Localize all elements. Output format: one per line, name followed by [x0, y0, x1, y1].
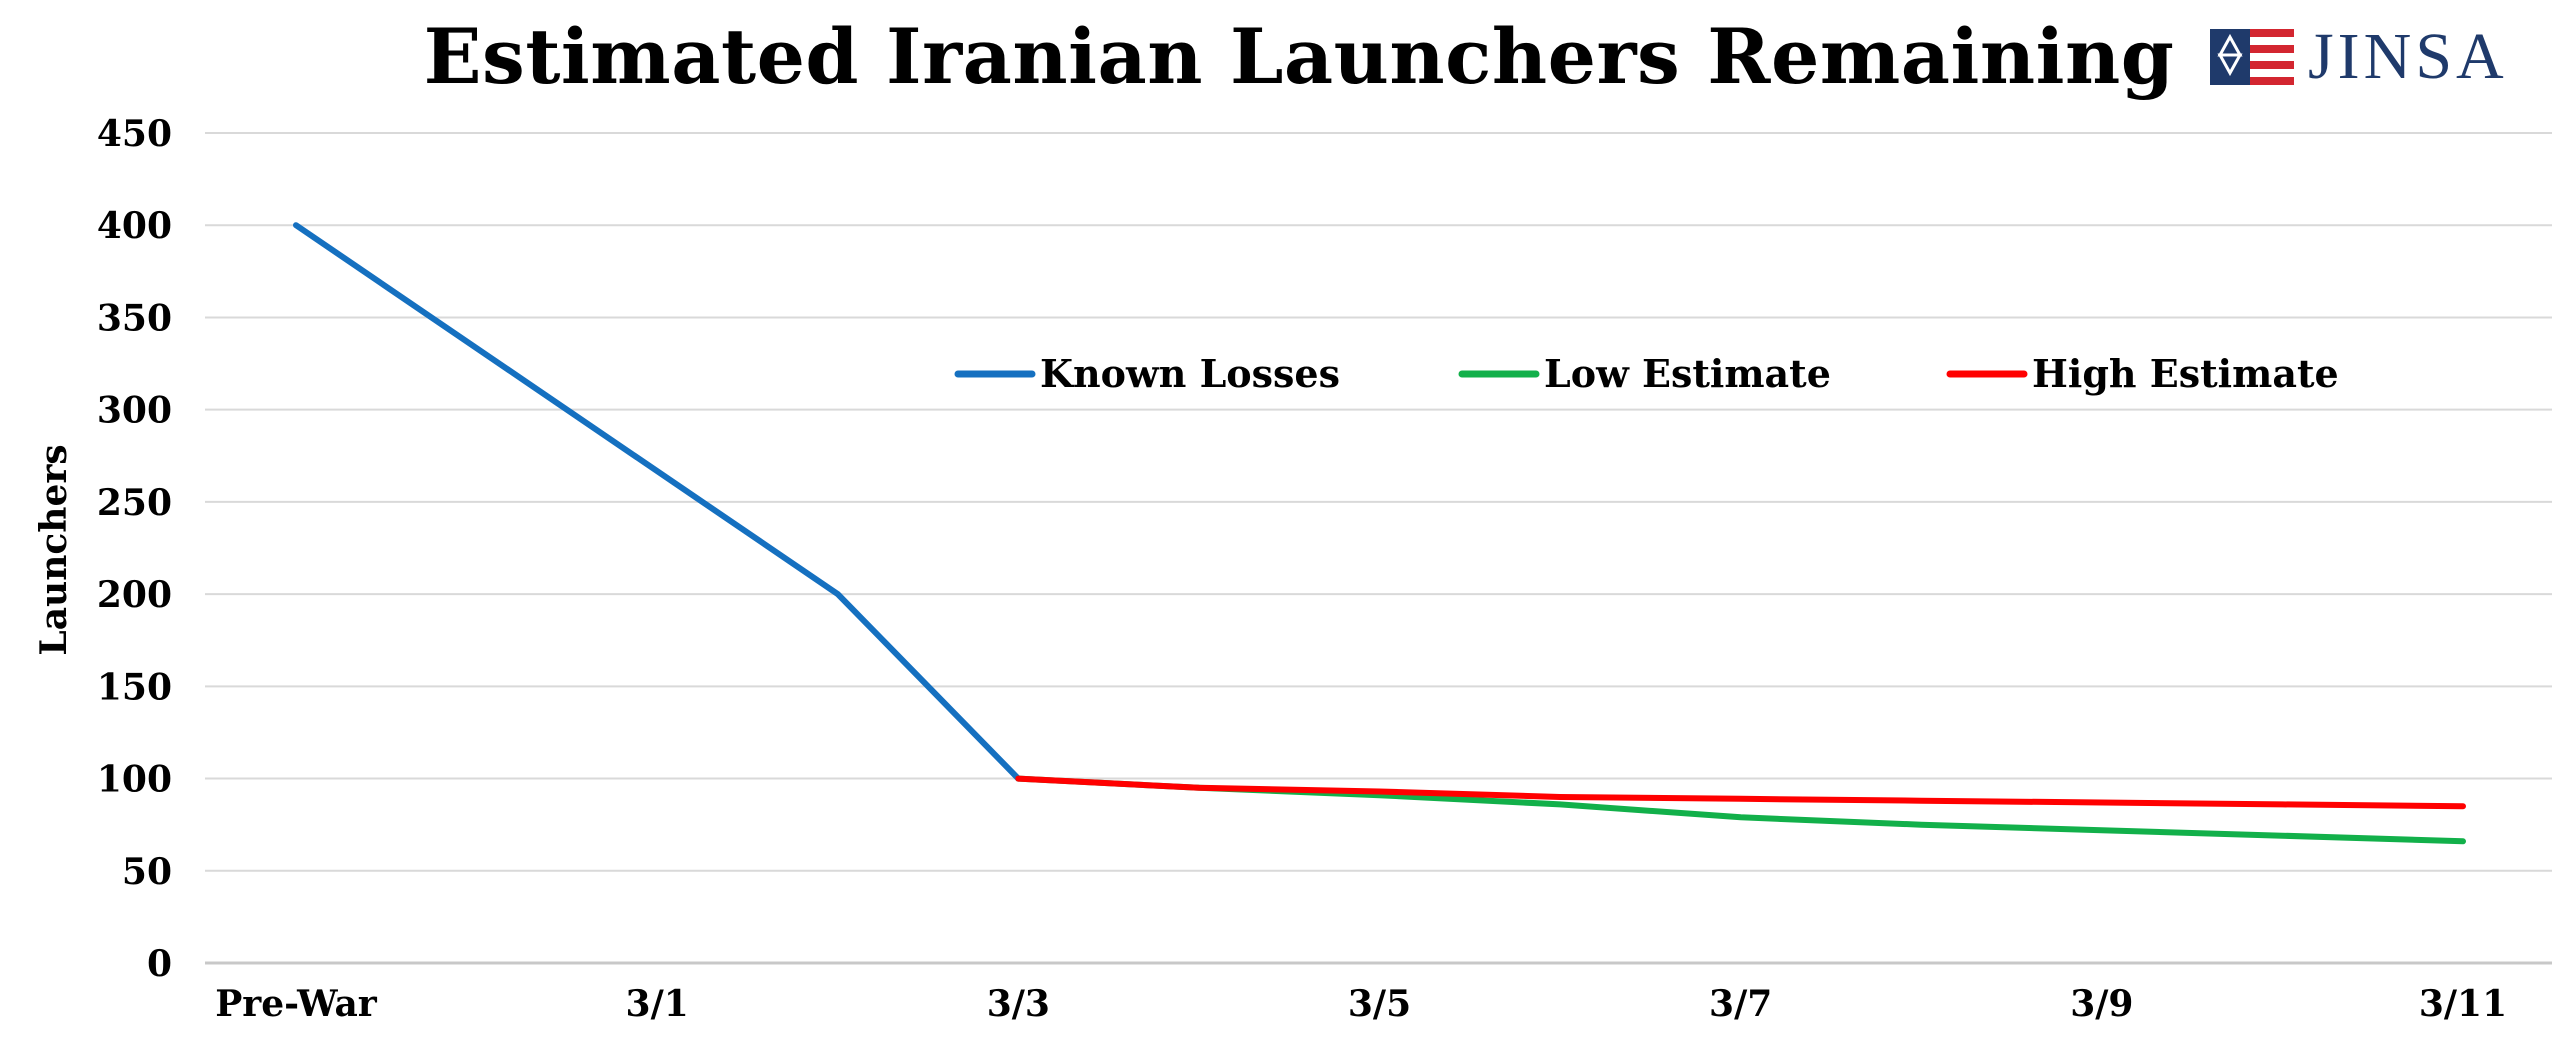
x-tick-label: 3/7 — [1709, 983, 1772, 1025]
y-tick-label: 350 — [97, 297, 172, 339]
y-tick-label: 100 — [97, 759, 172, 801]
y-tick-label: 450 — [97, 113, 172, 155]
y-tick-label: 150 — [97, 666, 172, 708]
legend-label: Low Estimate — [1544, 351, 1831, 396]
x-tick-label: 3/3 — [987, 983, 1050, 1025]
chart-title: Estimated Iranian Launchers Remaining — [423, 12, 2175, 101]
gridlines — [205, 132, 2552, 965]
series-line-known-losses — [293, 222, 1022, 782]
x-tick-label: 3/11 — [2419, 983, 2507, 1025]
x-axis-ticks: Pre-War 3/1 3/3 3/5 3/7 3/9 3/11 — [215, 983, 2507, 1025]
jinsa-logo: JINSA — [2210, 20, 2508, 94]
y-tick-label: 0 — [147, 943, 172, 985]
flag-star-icon — [2210, 29, 2294, 85]
series-line-high-estimate — [1015, 775, 2466, 810]
x-tick-label: Pre-War — [215, 983, 378, 1025]
y-tick-label: 400 — [97, 205, 172, 247]
y-tick-label: 250 — [97, 482, 172, 524]
y-axis-title: Launchers — [33, 444, 75, 655]
y-tick-label: 300 — [97, 390, 172, 432]
y-tick-label: 200 — [97, 574, 172, 616]
logo-text: JINSA — [2308, 20, 2508, 93]
x-tick-label: 3/1 — [626, 983, 689, 1025]
series-lines — [293, 222, 2466, 845]
y-axis-ticks: 0 50 100 150 200 250 300 350 400 450 — [97, 113, 172, 985]
legend: Known Losses Low Estimate High Estimate — [954, 351, 2339, 396]
x-tick-label: 3/5 — [1348, 983, 1411, 1025]
x-tick-label: 3/9 — [2070, 983, 2133, 1025]
y-tick-label: 50 — [122, 851, 172, 893]
legend-label: High Estimate — [2032, 351, 2339, 396]
legend-label: Known Losses — [1040, 351, 1340, 396]
